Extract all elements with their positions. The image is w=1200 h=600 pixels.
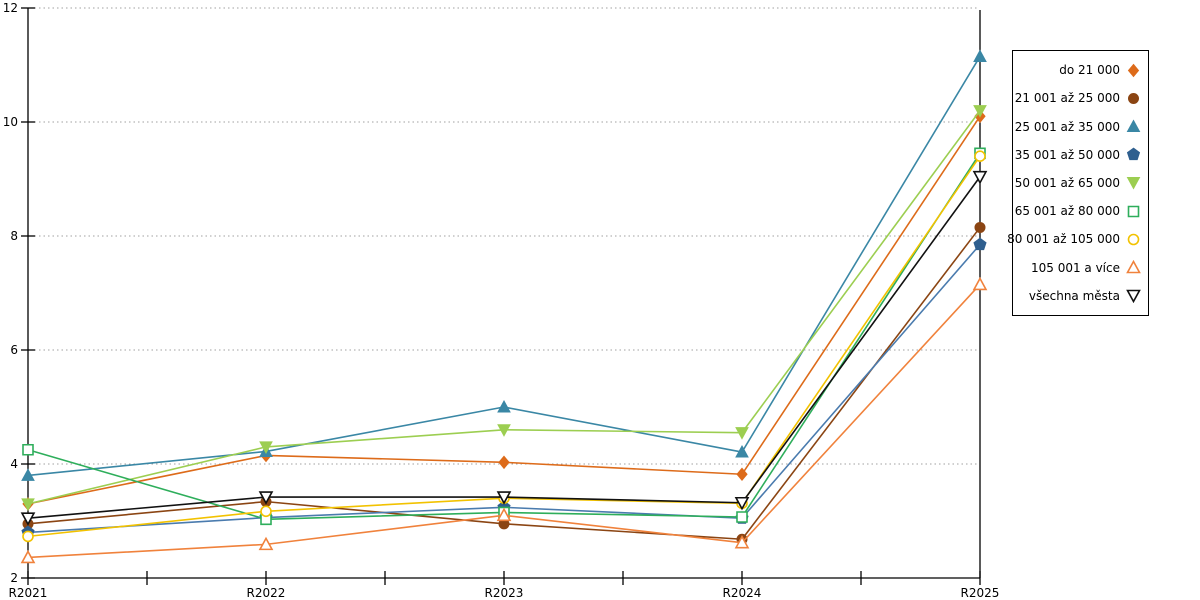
legend-item: 25 001 až 35 000 [1013,119,1148,134]
legend-label: 25 001 až 35 000 [1014,119,1120,134]
data-point-marker-triangle-down [496,491,512,505]
data-point-marker-circle [1127,233,1140,246]
legend-item: 35 001 až 50 000 [1013,147,1148,162]
data-point-marker-circle [974,221,986,233]
series-line-6 [27,155,981,538]
data-point-marker-triangle-down [973,105,987,118]
x-tick-label: R2023 [485,586,524,600]
legend-label: do 21 000 [1059,63,1120,78]
legend-marker-pentagon-icon [1126,147,1141,161]
y-tick-label: 4 [10,457,18,471]
legend-marker-triangle-up-icon [1126,119,1141,133]
data-point-marker-triangle-up [258,536,274,551]
legend-item: 65 001 až 80 000 [1013,204,1148,219]
data-point-marker-square [1127,205,1140,218]
legend-label: 65 001 až 80 000 [1014,204,1120,219]
legend-label: všechna města [1028,288,1120,303]
data-point-marker-triangle-up [734,534,750,549]
data-point-marker-triangle-down [1126,177,1141,191]
data-point-marker-square [736,511,748,523]
data-point-marker-square [22,443,34,456]
legend-marker-triangle-down-icon [1126,290,1141,304]
data-point-marker-triangle-up [972,276,988,291]
series-line-4 [27,110,981,505]
x-tick-label: R2025 [961,586,1000,600]
data-point-marker-triangle-up [21,468,35,481]
data-point-marker-triangle-up [973,49,987,62]
data-point-marker-triangle-up [497,399,511,413]
data-point-marker-pentagon [1126,147,1141,161]
data-point-marker-triangle-up [1126,119,1141,133]
data-point-marker-circle [22,530,34,543]
data-point-marker-triangle-down [1126,290,1141,304]
y-tick-label: 8 [10,229,18,243]
legend-marker-diamond-icon [1127,63,1140,77]
data-point-marker-triangle-down [735,427,749,440]
data-point-marker-triangle-down [972,170,988,185]
data-point-marker-triangle-down [734,496,750,511]
data-point-marker-triangle-down [258,491,274,505]
legend-label: 50 001 až 65 000 [1014,175,1120,190]
legend-item: 80 001 až 105 000 [1007,232,1148,247]
legend-marker-circle-icon [1127,233,1140,246]
legend-item: 105 001 a více [1013,260,1148,275]
legend-item: všechna města [1013,288,1148,304]
legend-marker-circle-icon [1128,92,1139,104]
legend-marker-triangle-down-icon [1126,177,1141,191]
data-point-marker-diamond [498,455,510,470]
legend-label: 105 001 a více [1030,260,1120,275]
legend-marker-square-icon [1127,205,1140,218]
legend-item: do 21 000 [1013,63,1148,78]
data-point-marker-triangle-up [20,549,36,564]
y-tick-label: 2 [10,571,18,585]
legend: do 21 000 21 001 až 25 000 25 001 až 35 00… [1007,50,1149,316]
data-point-marker-triangle-down [259,441,273,454]
x-tick-label: R2021 [9,586,48,600]
data-point-marker-circle [1128,92,1139,104]
legend-label: 80 001 až 105 000 [1007,232,1120,247]
legend-item: 50 001 až 65 000 [1013,175,1148,191]
data-point-marker-triangle-down [20,512,36,526]
data-point-marker-pentagon [973,237,987,251]
series-line-2 [27,56,981,477]
y-tick-label: 6 [10,343,18,357]
series-line-0 [27,115,981,505]
data-point-marker-diamond [736,467,748,482]
data-point-marker-triangle-down [497,424,511,437]
data-point-marker-triangle-up [496,507,512,522]
data-point-marker-triangle-down [21,498,35,511]
y-tick-label: 12 [3,1,18,15]
x-tick-label: R2024 [723,586,762,600]
series-line-3 [27,244,981,534]
data-point-marker-circle [974,150,986,162]
legend-marker-triangle-up-icon [1126,260,1141,274]
data-point-marker-diamond [1127,63,1140,77]
y-tick-label: 10 [3,115,18,129]
x-tick-label: R2022 [247,586,286,600]
legend-label: 21 001 až 25 000 [1014,91,1120,106]
legend-item: 21 001 až 25 000 [1013,91,1148,106]
legend-label: 35 001 až 50 000 [1014,147,1120,162]
data-point-marker-triangle-up [735,444,749,458]
data-point-marker-circle [260,505,272,518]
data-point-marker-triangle-up [1126,260,1141,274]
